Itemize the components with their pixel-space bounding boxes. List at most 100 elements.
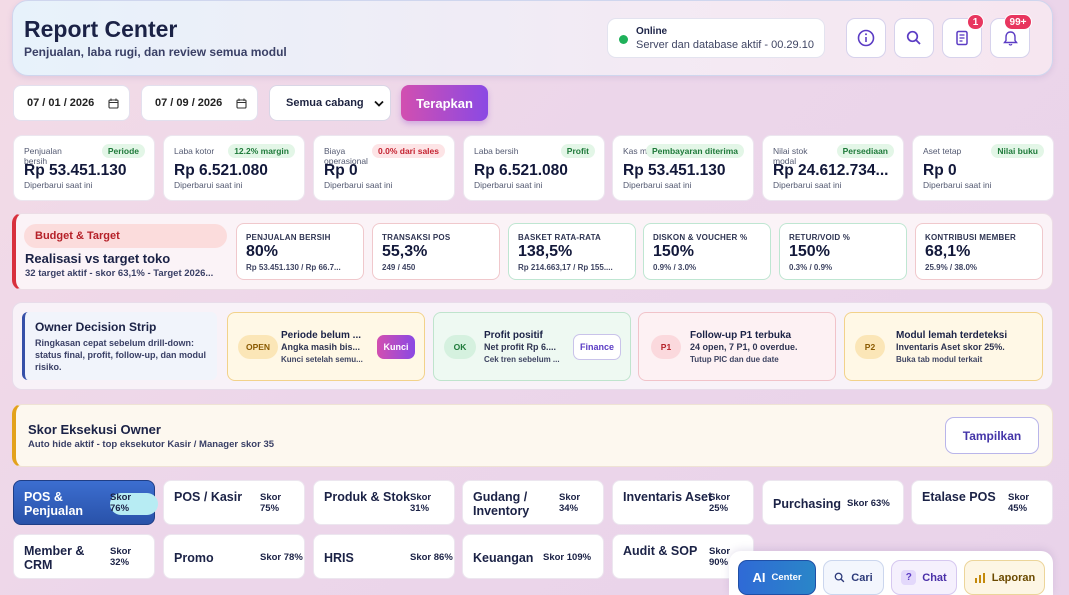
kpi-label: Kas masuk — [623, 146, 666, 156]
budget-metric-card[interactable]: RETUR/VOID % 150% 0.3% / 0.9% — [779, 223, 907, 280]
date-from-input[interactable]: 07 / 01 / 2026 — [13, 85, 130, 121]
chat-button[interactable]: ? Chat — [891, 560, 957, 595]
kpi-card[interactable]: Nilai stok modal Persediaan Rp 24.612.734.… — [762, 135, 904, 201]
module-name: POS & Penjualan — [24, 490, 84, 518]
module-tab[interactable]: Member & CRM Skor 32% — [13, 534, 155, 579]
module-tab[interactable]: Gudang / Inventory Skor 34% — [462, 480, 604, 525]
decision-note: Kunci setelah semu... — [281, 355, 363, 364]
module-name: Gudang / Inventory — [473, 490, 530, 518]
kpi-value: Rp 53.451.130 — [623, 162, 726, 179]
metric-value: 138,5% — [518, 243, 573, 260]
module-name: Inventaris Aset — [623, 490, 713, 504]
module-score: Skor 90% — [709, 546, 731, 568]
audit-count-badge: 1 — [967, 14, 984, 30]
decision-note: Cek tren sebelum ... — [484, 355, 560, 364]
kpi-updated: Diperbarui saat ini — [474, 180, 543, 190]
module-tab[interactable]: Keuangan Skor 109% — [462, 534, 604, 579]
kpi-card[interactable]: Laba kotor 12.2% margin Rp 6.521.080 Diperb… — [163, 135, 305, 201]
calendar-icon[interactable] — [236, 98, 247, 109]
ai-center-button[interactable]: AI Center — [738, 560, 816, 595]
budget-title: Realisasi vs target toko — [25, 251, 171, 266]
calendar-icon[interactable] — [108, 98, 119, 109]
date-to-value: 07 / 09 / 2026 — [155, 97, 223, 109]
decision-card-weak-module[interactable]: P2 Modul lemah terdeteksi Inventaris Ase… — [844, 312, 1043, 381]
priority-pill-p1: P1 — [651, 335, 681, 359]
metric-value: 80% — [246, 243, 279, 260]
metric-label: BASKET RATA-RATA — [518, 233, 602, 242]
decision-card-profit[interactable]: OK Profit positif Net profit Rp 6.... Ce… — [433, 312, 631, 381]
owner-decision-summary — [22, 312, 217, 380]
status-title: Online — [636, 26, 668, 37]
owner-decision-title: Owner Decision Strip — [35, 320, 157, 334]
budget-metric-card[interactable]: BASKET RATA-RATA 138,5% Rp 214.663,17 / Rp… — [508, 223, 636, 280]
kpi-card[interactable]: Laba bersih Profit Rp 6.521.080 Diperbarui … — [463, 135, 605, 201]
search-button[interactable] — [894, 18, 934, 58]
notifications-button[interactable]: 99+ — [990, 14, 1032, 58]
module-tab[interactable]: Inventaris Aset Skor 25% — [612, 480, 754, 525]
module-tab[interactable]: HRIS Skor 86% — [313, 534, 455, 579]
kpi-value: Rp 24.612.734... — [773, 162, 889, 179]
module-tab[interactable]: POS / Kasir Skor 75% — [163, 480, 305, 525]
kpi-card[interactable]: Biaya operasional 0.0% dari sales Rp 0 Dipe… — [313, 135, 455, 201]
module-name: HRIS — [324, 551, 354, 565]
metric-label: KONTRIBUSI MEMBER — [925, 233, 1016, 242]
kpi-updated: Diperbarui saat ini — [923, 180, 992, 190]
owner-score-title: Skor Eksekusi Owner — [28, 422, 161, 437]
search-action-button[interactable]: Cari — [823, 560, 884, 595]
kpi-value: Rp 0 — [324, 162, 358, 179]
finance-button[interactable]: Finance — [573, 334, 621, 360]
budget-metric-card[interactable]: PENJUALAN BERSIH 80% Rp 53.451.130 / Rp 66… — [236, 223, 364, 280]
audit-log-button[interactable]: 1 — [942, 14, 984, 58]
module-name: Purchasing — [773, 497, 842, 511]
metric-label: TRANSAKSI POS — [382, 233, 451, 242]
ai-center-label: Center — [771, 572, 802, 583]
metric-value: 55,3% — [382, 243, 428, 260]
decision-sub: Angka masih bis... — [281, 342, 361, 352]
module-tab[interactable]: Produk & Stok Skor 31% — [313, 480, 455, 525]
module-tab[interactable]: Promo Skor 78% — [163, 534, 305, 579]
module-tab[interactable]: Etalase POS Skor 45% — [911, 480, 1053, 525]
owner-score-subtitle: Auto hide aktif - top eksekutor Kasir / … — [28, 439, 275, 450]
module-name: Keuangan — [473, 551, 534, 565]
date-to-input[interactable]: 07 / 09 / 2026 — [141, 85, 258, 121]
decision-sub: Net profit Rp 6.... — [484, 342, 556, 352]
decision-card-period[interactable]: OPEN Periode belum ... Angka masih bis..… — [227, 312, 425, 381]
kpi-tag: Persediaan — [836, 144, 894, 158]
report-button[interactable]: Laporan — [964, 560, 1045, 595]
show-score-button[interactable]: Tampilkan — [945, 417, 1039, 454]
kpi-updated: Diperbarui saat ini — [174, 180, 243, 190]
kpi-card[interactable]: Penjualan bersih Periode Rp 53.451.130 Dipe… — [13, 135, 155, 201]
budget-metric-card[interactable]: KONTRIBUSI MEMBER 68,1% 25.9% / 38.0% — [915, 223, 1043, 280]
search-icon — [906, 30, 921, 45]
module-name: Produk & Stok — [324, 490, 411, 504]
metric-label: PENJUALAN BERSIH — [246, 233, 331, 242]
decision-title: Modul lemah terdeteksi — [896, 330, 1008, 341]
apply-filter-button[interactable]: Terapkan — [401, 85, 488, 121]
budget-metric-card[interactable]: DISKON & VOUCHER % 150% 0.9% / 3.0% — [643, 223, 771, 280]
document-list-icon — [956, 30, 968, 46]
info-button[interactable] — [846, 18, 886, 58]
kpi-card[interactable]: Aset tetap Nilai buku Rp 0 Diperbarui saat … — [912, 135, 1054, 201]
bar-chart-icon — [974, 572, 985, 583]
decision-note: Buka tab modul terkait — [896, 355, 983, 364]
kpi-label: Penjualan bersih — [24, 146, 62, 166]
decision-sub: Inventaris Aset skor 25%. — [896, 342, 1005, 352]
branch-select[interactable]: Semua cabang — [269, 85, 391, 121]
module-name: POS / Kasir — [174, 490, 243, 504]
module-score: Skor 45% — [1008, 492, 1030, 514]
decision-card-followup[interactable]: P1 Follow-up P1 terbuka 24 open, 7 P1, 0… — [638, 312, 836, 381]
status-pill-ok: OK — [444, 335, 476, 359]
lock-period-button[interactable]: Kunci — [377, 335, 415, 359]
help-chat-icon: ? — [901, 570, 917, 585]
module-tab[interactable]: POS & Penjualan Skor 76% — [13, 480, 158, 525]
metric-detail: 0.3% / 0.9% — [789, 263, 833, 272]
module-score: Skor 31% — [410, 492, 432, 514]
status-pill-open: OPEN — [238, 335, 278, 359]
metric-value: 68,1% — [925, 243, 971, 260]
kpi-card[interactable]: Kas masuk Pembayaran diterima Rp 53.451.13… — [612, 135, 754, 201]
module-score: Skor 63% — [847, 498, 890, 509]
budget-metric-card[interactable]: TRANSAKSI POS 55,3% 249 / 450 — [372, 223, 500, 280]
date-from-value: 07 / 01 / 2026 — [27, 97, 95, 109]
module-tab[interactable]: Purchasing Skor 63% — [762, 480, 904, 525]
priority-pill-p2: P2 — [855, 335, 885, 359]
